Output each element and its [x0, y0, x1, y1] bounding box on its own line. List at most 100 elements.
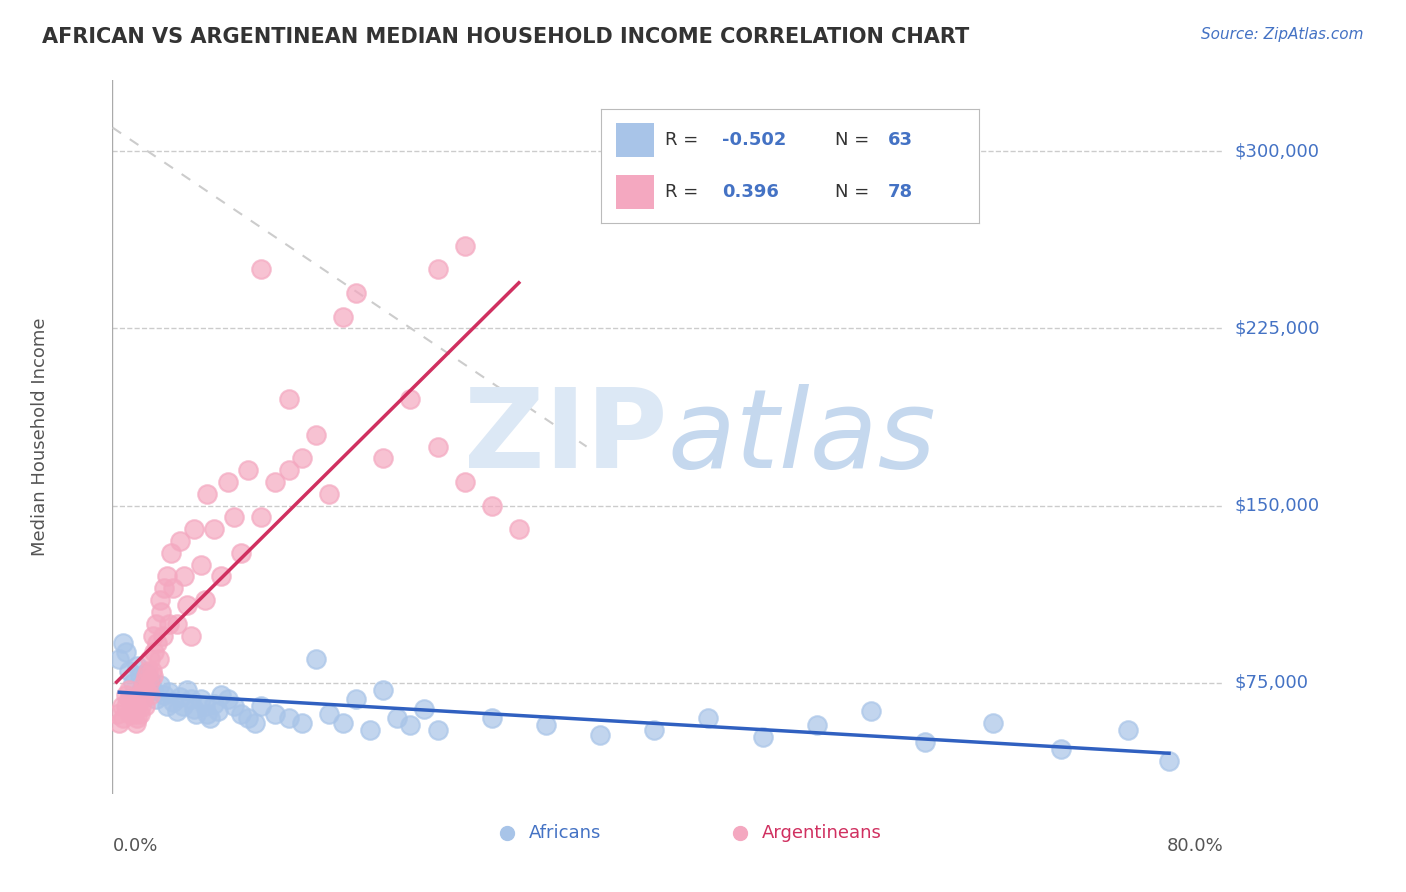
Point: [751, 730, 773, 744]
Point: [121, 692, 143, 706]
Point: [124, 716, 146, 731]
Point: [120, 706, 142, 721]
Point: [118, 692, 141, 706]
Point: [481, 499, 503, 513]
Point: [236, 463, 259, 477]
Point: [166, 704, 188, 718]
Point: [128, 669, 150, 683]
Text: AFRICAN VS ARGENTINEAN MEDIAN HOUSEHOLD INCOME CORRELATION CHART: AFRICAN VS ARGENTINEAN MEDIAN HOUSEHOLD …: [42, 27, 969, 46]
Point: [981, 716, 1004, 731]
Point: [291, 716, 314, 731]
Point: [860, 704, 883, 718]
Point: [373, 451, 395, 466]
Point: [125, 699, 148, 714]
Point: [243, 716, 266, 731]
Point: [643, 723, 665, 737]
Point: [198, 711, 221, 725]
Point: [149, 593, 172, 607]
Point: [138, 675, 160, 690]
Point: [399, 392, 422, 407]
Point: [162, 695, 184, 709]
Point: [195, 706, 218, 721]
Point: [176, 682, 198, 697]
Point: [112, 635, 135, 649]
Point: [145, 616, 167, 631]
Point: [209, 569, 232, 583]
Point: [481, 711, 503, 725]
Point: [250, 699, 273, 714]
Point: [150, 605, 173, 619]
Point: [142, 682, 165, 697]
Point: [318, 706, 340, 721]
Point: [156, 699, 179, 714]
Point: [305, 427, 328, 442]
Point: [115, 688, 138, 702]
Point: [146, 635, 169, 649]
Point: [142, 629, 165, 643]
Text: Argentineans: Argentineans: [762, 824, 882, 842]
Text: $300,000: $300,000: [1234, 142, 1319, 161]
Point: [143, 645, 166, 659]
Point: [508, 522, 530, 536]
Point: [250, 510, 273, 524]
Point: [121, 699, 143, 714]
Point: [183, 702, 205, 716]
Point: [136, 664, 159, 678]
Point: [914, 735, 936, 749]
Point: [135, 669, 157, 683]
Text: $75,000: $75,000: [1234, 673, 1309, 692]
Point: [131, 681, 153, 695]
Point: [159, 546, 181, 560]
Text: Median Household Income: Median Household Income: [31, 318, 49, 557]
Point: [125, 659, 148, 673]
Text: $150,000: $150,000: [1234, 497, 1319, 515]
Point: [806, 718, 828, 732]
Point: [190, 558, 212, 572]
Point: [582, 853, 605, 867]
Point: [194, 593, 217, 607]
Point: [332, 716, 354, 731]
Point: [305, 652, 328, 666]
Point: [139, 673, 162, 688]
Point: [131, 682, 153, 697]
Point: [157, 685, 180, 699]
Point: [128, 688, 150, 702]
Point: [231, 546, 253, 560]
Point: [1157, 754, 1180, 768]
Point: [534, 718, 557, 732]
Point: [156, 569, 179, 583]
Point: [453, 475, 475, 489]
Point: [697, 711, 720, 725]
Point: [277, 711, 299, 725]
Point: [169, 690, 191, 704]
Point: [202, 522, 225, 536]
Text: Source: ZipAtlas.com: Source: ZipAtlas.com: [1201, 27, 1364, 42]
Point: [125, 711, 148, 725]
Point: [231, 706, 253, 721]
Point: [183, 522, 205, 536]
Point: [1118, 723, 1140, 737]
Point: [142, 669, 165, 683]
Point: [127, 692, 149, 706]
Point: [172, 699, 194, 714]
Point: [1049, 742, 1071, 756]
Point: [332, 310, 354, 324]
Point: [190, 692, 212, 706]
Point: [148, 652, 170, 666]
Point: [149, 678, 172, 692]
Point: [453, 238, 475, 252]
Point: [264, 706, 287, 721]
Point: [224, 510, 246, 524]
Point: [180, 629, 202, 643]
Text: Africans: Africans: [529, 824, 602, 842]
Point: [176, 598, 198, 612]
Point: [202, 697, 225, 711]
Point: [128, 706, 150, 721]
Point: [169, 534, 191, 549]
Point: [194, 699, 217, 714]
Point: [344, 692, 367, 706]
Point: [132, 688, 155, 702]
Point: [344, 285, 367, 300]
Text: ZIP: ZIP: [464, 384, 668, 491]
Point: [131, 692, 153, 706]
